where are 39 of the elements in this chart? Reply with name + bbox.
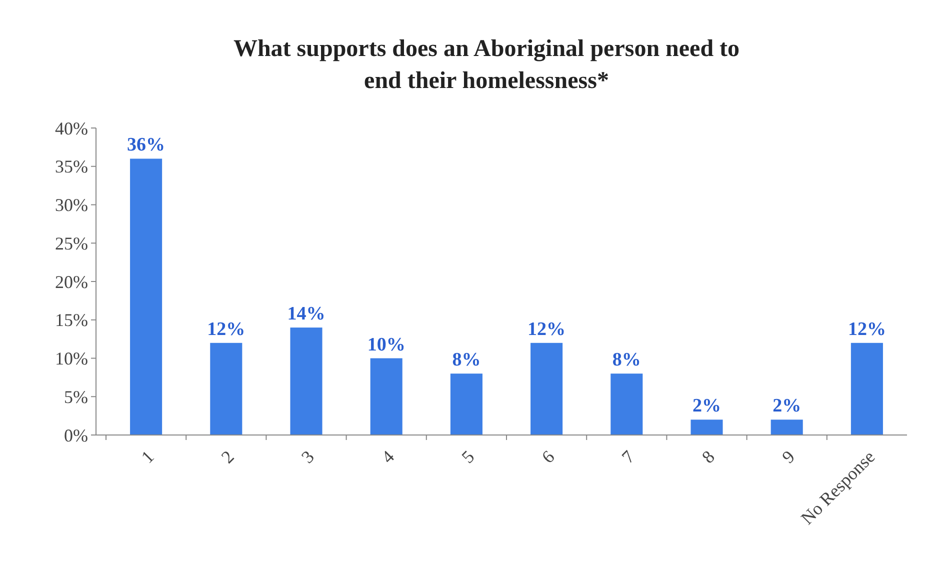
y-tick-label: 15% — [55, 310, 88, 330]
data-label: 14% — [287, 304, 326, 325]
x-tick-label: 6 — [538, 446, 558, 468]
x-tick-label: 3 — [297, 446, 318, 468]
y-tick-label: 0% — [64, 425, 88, 446]
bar — [290, 328, 322, 435]
x-tick-label: 5 — [458, 446, 478, 468]
y-tick-label: 40% — [55, 118, 88, 138]
data-label: 8% — [612, 350, 641, 371]
bar — [610, 374, 643, 435]
y-tick-label: 5% — [64, 386, 88, 407]
data-label: 2% — [692, 396, 721, 417]
data-label: 12% — [848, 318, 886, 340]
bar — [690, 420, 723, 435]
data-label: 12% — [207, 318, 246, 340]
x-tick-label: 4 — [378, 446, 398, 468]
x-tick-label: 9 — [778, 446, 799, 468]
bar — [210, 342, 242, 435]
x-tick-label: 8 — [698, 446, 718, 468]
data-label: 10% — [367, 334, 406, 356]
bar — [450, 374, 482, 435]
y-tick-label: 10% — [55, 348, 88, 369]
bar — [530, 342, 563, 435]
data-label: 8% — [452, 350, 481, 371]
chart-title: What supports does an Aboriginal person need to end their homelessness* — [233, 36, 740, 94]
bar — [130, 158, 162, 435]
y-tick-label: 30% — [55, 195, 88, 216]
x-tick-label: 7 — [618, 446, 638, 468]
x-tick-label: 1 — [137, 446, 158, 468]
data-label: 12% — [528, 318, 566, 340]
bar — [850, 342, 883, 435]
bar — [370, 358, 402, 435]
y-tick-label: 35% — [55, 156, 88, 177]
y-tick-label: 25% — [55, 233, 88, 254]
x-tick-label: 2 — [217, 446, 238, 468]
bar — [770, 420, 803, 435]
data-label: 36% — [127, 134, 166, 156]
y-tick-label: 20% — [55, 272, 88, 292]
data-label: 2% — [772, 396, 802, 417]
